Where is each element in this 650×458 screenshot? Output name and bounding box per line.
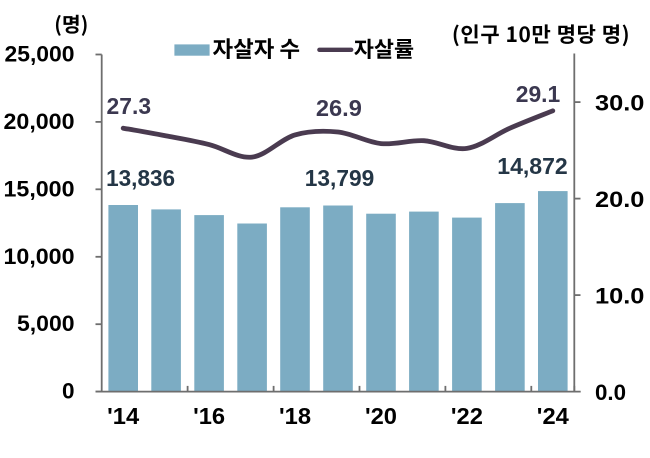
svg-text:30.0: 30.0 xyxy=(595,91,644,116)
svg-text:27.3: 27.3 xyxy=(107,93,152,119)
svg-text:'16: '16 xyxy=(193,403,225,429)
svg-text:10,000: 10,000 xyxy=(4,244,75,269)
svg-text:26.9: 26.9 xyxy=(316,95,362,121)
svg-text:'20: '20 xyxy=(365,403,397,429)
svg-text:13,836: 13,836 xyxy=(106,165,175,191)
svg-text:'22: '22 xyxy=(451,403,483,429)
svg-text:25,000: 25,000 xyxy=(5,42,75,67)
svg-text:15,000: 15,000 xyxy=(4,176,75,201)
svg-text:20,000: 20,000 xyxy=(4,109,75,134)
svg-text:0.0: 0.0 xyxy=(595,380,626,405)
svg-text:'14: '14 xyxy=(107,403,139,429)
svg-text:0: 0 xyxy=(62,379,75,404)
svg-text:5,000: 5,000 xyxy=(17,311,75,336)
svg-text:'18: '18 xyxy=(279,403,311,429)
svg-text:'24: '24 xyxy=(537,403,569,429)
svg-text:13,799: 13,799 xyxy=(305,165,375,191)
svg-text:10.0: 10.0 xyxy=(595,284,644,309)
svg-text:20.0: 20.0 xyxy=(595,187,644,212)
svg-text:14,872: 14,872 xyxy=(497,153,568,179)
svg-text:29.1: 29.1 xyxy=(516,81,561,107)
